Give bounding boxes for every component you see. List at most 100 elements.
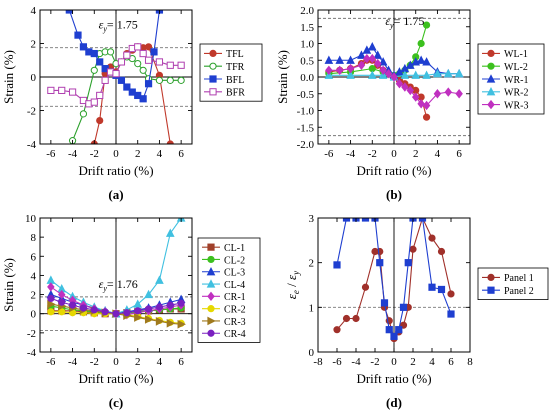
data-point: [47, 282, 55, 292]
data-point: [417, 39, 425, 48]
y-tick-label: 2: [31, 290, 37, 302]
data-point: [112, 70, 120, 78]
legend: TFL TFR BFL BFR: [199, 43, 263, 102]
data-point: [357, 50, 366, 59]
data-point: [409, 245, 417, 253]
y-tick-label: -2: [27, 106, 36, 118]
data-point: [357, 60, 366, 70]
legend-entry: WR-2: [504, 88, 528, 99]
data-point: [65, 10, 73, 14]
legend-marker: [207, 316, 216, 326]
data-point: [404, 259, 412, 267]
data-point: [443, 68, 453, 78]
data-point: [155, 58, 164, 66]
legend-entry: WR-1: [504, 75, 528, 86]
data-point: [90, 66, 98, 74]
panel-label: (b): [386, 187, 402, 202]
data-point: [437, 285, 446, 294]
data-point: [155, 303, 164, 311]
legend-marker: [207, 291, 215, 302]
x-axis-label: Drift ratio (%): [78, 163, 153, 178]
legend: CL-1CL-2 CL-3CL-4CR-1CR-2 CR-3CR-4: [197, 237, 261, 343]
panel-label: (a): [108, 187, 123, 202]
data-point: [144, 80, 153, 88]
data-point: [177, 319, 186, 329]
y-tick-label: -2: [27, 328, 36, 340]
data-point: [177, 299, 185, 307]
y-tick-label: 8: [31, 232, 37, 244]
legend-marker: [209, 62, 217, 70]
data-point: [444, 87, 453, 97]
data-point: [373, 58, 382, 69]
data-point: [155, 275, 164, 284]
x-tick-label: -2: [90, 356, 99, 368]
data-point: [367, 42, 377, 51]
legend-entry: TFR: [226, 62, 245, 73]
y-tick-label: -4: [27, 347, 37, 359]
data-point: [139, 49, 147, 58]
data-point: [90, 306, 98, 314]
legend-marker: [209, 75, 217, 83]
y-tick-label: 6: [31, 251, 37, 263]
x-tick-label: -4: [346, 148, 356, 160]
data-point: [79, 43, 88, 51]
data-point: [47, 294, 55, 302]
data-point: [395, 78, 404, 89]
legend-box: [477, 267, 549, 301]
x-tick-label: -6: [324, 148, 334, 160]
data-point: [155, 76, 164, 84]
yield-strain-annotation: εy= 1.75: [99, 17, 138, 33]
x-tick-label: 6: [178, 356, 184, 368]
y-tick-label: 1: [309, 302, 315, 314]
data-point: [74, 31, 82, 39]
legend-marker: [206, 266, 216, 276]
x-tick-label: 0: [113, 148, 119, 160]
legend-marker: [486, 87, 496, 96]
legend-entry: CR-4: [224, 329, 246, 340]
data-point: [324, 70, 334, 79]
legend-marker: [207, 329, 215, 337]
legend-entry: CL-1: [224, 243, 245, 254]
y-tick-label: 0.5: [300, 55, 314, 67]
legend-box: [197, 237, 261, 343]
x-axis-label: Drift ratio (%): [78, 371, 153, 386]
data-point: [58, 308, 66, 316]
data-point: [166, 301, 174, 309]
legend-entry: WR-3: [504, 100, 528, 111]
x-tick-label: 2: [410, 356, 416, 368]
annotation-symbol: ε: [99, 17, 104, 31]
y-tick-label: 0: [31, 72, 37, 84]
data-point: [368, 53, 377, 64]
x-tick-label: -2: [368, 148, 377, 160]
data-point: [90, 98, 98, 106]
data-point: [411, 70, 421, 79]
data-point: [390, 72, 398, 82]
data-point: [177, 61, 185, 69]
data-point: [112, 310, 120, 318]
x-tick-label: 6: [178, 148, 184, 160]
data-point: [395, 326, 403, 334]
annotation-symbol: ε: [99, 277, 104, 291]
x-tick-label: 0: [391, 356, 397, 368]
data-point: [139, 66, 147, 74]
x-tick-label: -4: [351, 356, 361, 368]
data-point: [79, 304, 88, 312]
data-point: [363, 53, 371, 64]
data-point: [101, 76, 109, 84]
y-tick-label: 0: [31, 309, 37, 321]
legend-marker: [487, 49, 495, 58]
data-point: [134, 313, 143, 322]
x-axis-label: Drift ratio (%): [356, 371, 431, 386]
chart-panel-b: -6 -4 -2 0 2 4 6 -2.0 -1.5 -1.0 -0.5 0.0 0.5 1.0 1.5 2.…: [275, 5, 545, 202]
y-axis-label: εe / εy: [284, 271, 301, 299]
data-point: [361, 218, 370, 222]
data-point: [58, 298, 66, 306]
legend-entry: CR-2: [224, 304, 246, 315]
annotation-sub: y: [102, 24, 107, 33]
yield-strain-annotation: εy= 1.75: [385, 14, 424, 30]
data-point: [166, 76, 174, 84]
annotation-sub: y: [389, 21, 394, 30]
data-point: [447, 310, 455, 318]
legend: WL-1 WL-2 WR-1 WR-2WR-3: [477, 43, 545, 115]
data-point: [57, 289, 66, 300]
